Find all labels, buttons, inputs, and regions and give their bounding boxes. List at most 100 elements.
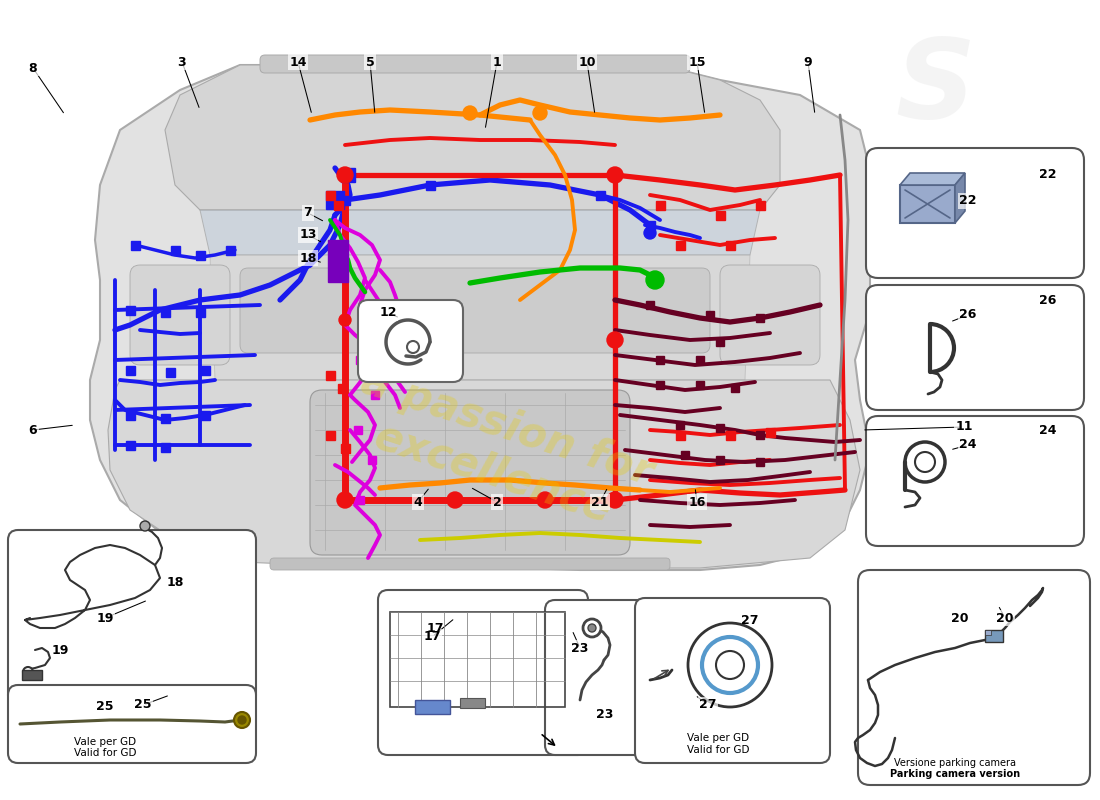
Circle shape [234,712,250,728]
Bar [675,241,684,250]
Circle shape [23,667,33,677]
Text: 18: 18 [299,251,317,265]
Text: 13: 13 [299,229,317,242]
Circle shape [339,314,351,326]
Bar [226,246,234,254]
Bar [681,451,689,459]
Bar [333,201,342,210]
Bar [161,414,169,422]
Text: Valid for GD: Valid for GD [74,748,136,758]
Text: 19: 19 [97,611,113,625]
Polygon shape [900,173,965,185]
Bar [125,306,134,314]
Circle shape [534,106,547,120]
Text: Parking camera version: Parking camera version [890,769,1020,779]
FancyBboxPatch shape [858,570,1090,785]
Text: 26: 26 [1040,294,1057,306]
Text: 10: 10 [579,55,596,69]
Bar [368,456,376,464]
Circle shape [583,619,601,637]
FancyBboxPatch shape [8,685,256,763]
Bar [715,210,725,219]
Bar [354,426,362,434]
Text: 16: 16 [689,495,706,509]
Text: 27: 27 [700,698,717,711]
Bar [165,367,175,377]
Polygon shape [210,255,750,380]
Text: Vale per GD: Vale per GD [74,737,136,747]
Text: 11: 11 [955,421,972,434]
FancyBboxPatch shape [866,416,1084,546]
Bar [161,442,169,451]
Text: 3: 3 [178,55,186,69]
Text: 25: 25 [97,699,113,713]
FancyBboxPatch shape [544,600,675,755]
Bar [595,190,605,199]
Bar [696,381,704,389]
Bar [125,410,134,419]
Circle shape [607,492,623,508]
Bar [371,391,380,399]
Bar [338,383,346,393]
Circle shape [238,716,246,724]
Circle shape [588,624,596,632]
Text: 27: 27 [741,614,759,626]
Circle shape [337,492,353,508]
Circle shape [607,332,623,348]
Bar [22,670,42,680]
Bar [356,356,364,364]
Bar [426,181,434,190]
Text: Versione parking camera: Versione parking camera [894,758,1016,768]
Bar [196,307,205,317]
Circle shape [646,271,664,289]
Polygon shape [108,380,860,568]
FancyBboxPatch shape [358,300,463,382]
FancyBboxPatch shape [270,558,670,570]
Bar [326,430,334,439]
Text: 24: 24 [1040,423,1057,437]
Bar [326,190,334,199]
Bar [341,168,355,182]
Text: 19: 19 [52,643,68,657]
Text: 9: 9 [804,55,812,69]
Text: Valid for GD: Valid for GD [686,745,749,755]
Bar [646,221,654,230]
Bar [125,441,134,450]
Bar [726,241,735,250]
Bar [716,424,724,432]
Circle shape [716,651,744,679]
Bar [706,311,714,319]
Bar [646,301,654,309]
Text: a passion for
excellence: a passion for excellence [341,360,659,540]
Text: 20: 20 [997,611,1014,625]
Bar [390,612,565,707]
Bar [415,700,450,714]
FancyBboxPatch shape [310,390,630,555]
Text: 25: 25 [134,698,152,711]
Text: 14: 14 [289,55,307,69]
Text: 1: 1 [493,55,502,69]
FancyBboxPatch shape [260,55,690,73]
Text: 6: 6 [29,423,37,437]
FancyBboxPatch shape [720,265,820,365]
Text: 17: 17 [427,622,443,634]
Text: Vale per GD: Vale per GD [686,733,749,743]
Circle shape [463,106,477,120]
Bar [900,185,955,223]
Text: 4: 4 [414,495,422,509]
Text: 7: 7 [304,206,312,219]
Circle shape [407,341,419,353]
Bar [984,630,1003,642]
Circle shape [337,167,353,183]
Bar [170,246,179,254]
Text: 8: 8 [29,62,37,74]
Polygon shape [165,65,780,210]
Circle shape [702,637,758,693]
Bar [656,201,664,210]
Circle shape [537,492,553,508]
Bar [328,240,348,282]
Bar [756,314,764,322]
Bar [341,443,350,453]
Circle shape [447,492,463,508]
FancyBboxPatch shape [8,530,256,705]
